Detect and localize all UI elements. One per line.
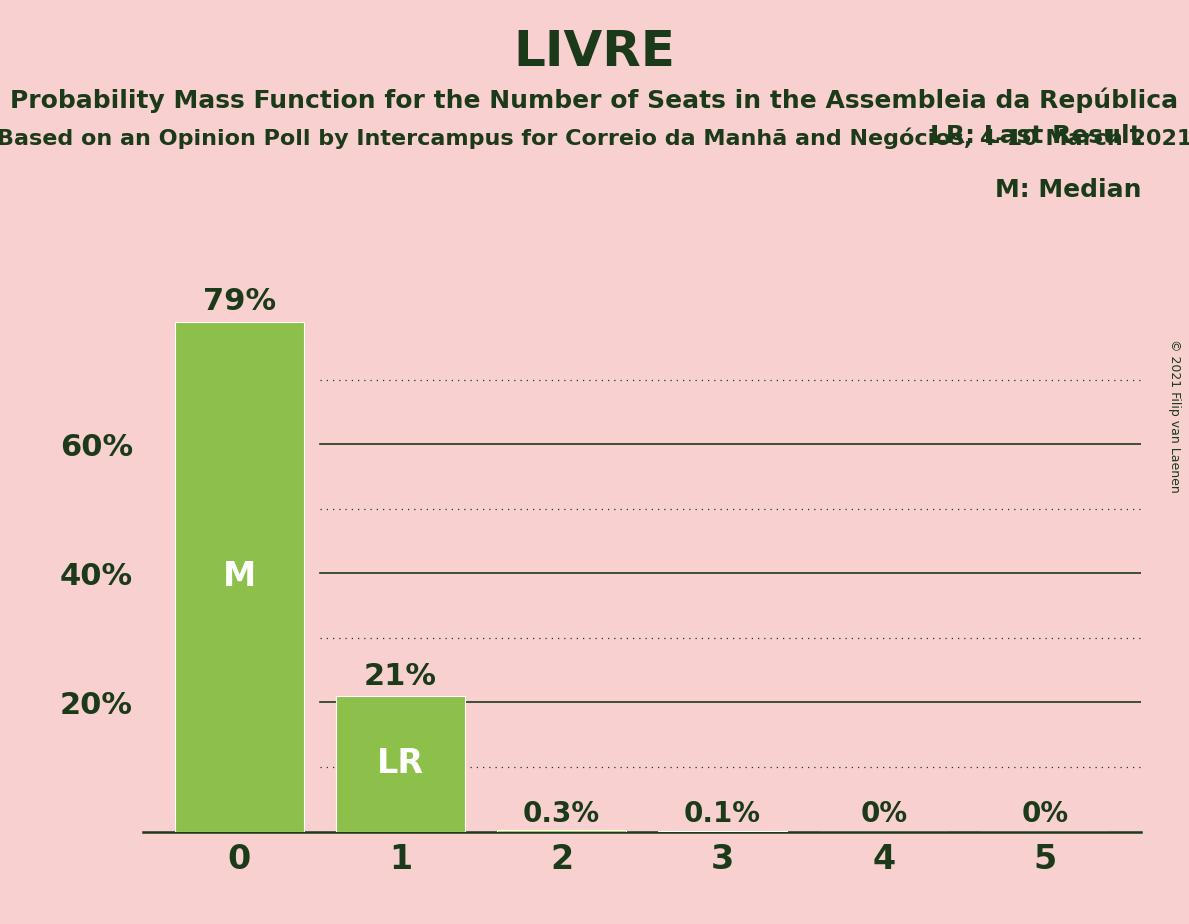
Text: 0.3%: 0.3%: [523, 800, 600, 829]
Text: M: Median: M: Median: [995, 177, 1141, 201]
Text: 0%: 0%: [860, 800, 907, 829]
Bar: [497, 830, 625, 832]
Text: 21%: 21%: [364, 662, 436, 691]
Text: LIVRE: LIVRE: [514, 28, 675, 76]
Text: © 2021 Filip van Laenen: © 2021 Filip van Laenen: [1169, 339, 1181, 492]
Text: 0%: 0%: [1021, 800, 1069, 829]
Text: Probability Mass Function for the Number of Seats in the Assembleia da República: Probability Mass Function for the Number…: [11, 88, 1178, 114]
Text: LR: LR: [377, 748, 424, 780]
Text: Based on an Opinion Poll by Intercampus for Correio da Manhã and Negócios, 4–10 : Based on an Opinion Poll by Intercampus …: [0, 128, 1189, 149]
Text: M: M: [222, 560, 256, 593]
Text: 0.1%: 0.1%: [684, 800, 761, 829]
Bar: [336, 696, 465, 832]
Text: LR: Last Result: LR: Last Result: [930, 124, 1141, 148]
Bar: [175, 322, 303, 832]
Text: 79%: 79%: [203, 287, 276, 316]
